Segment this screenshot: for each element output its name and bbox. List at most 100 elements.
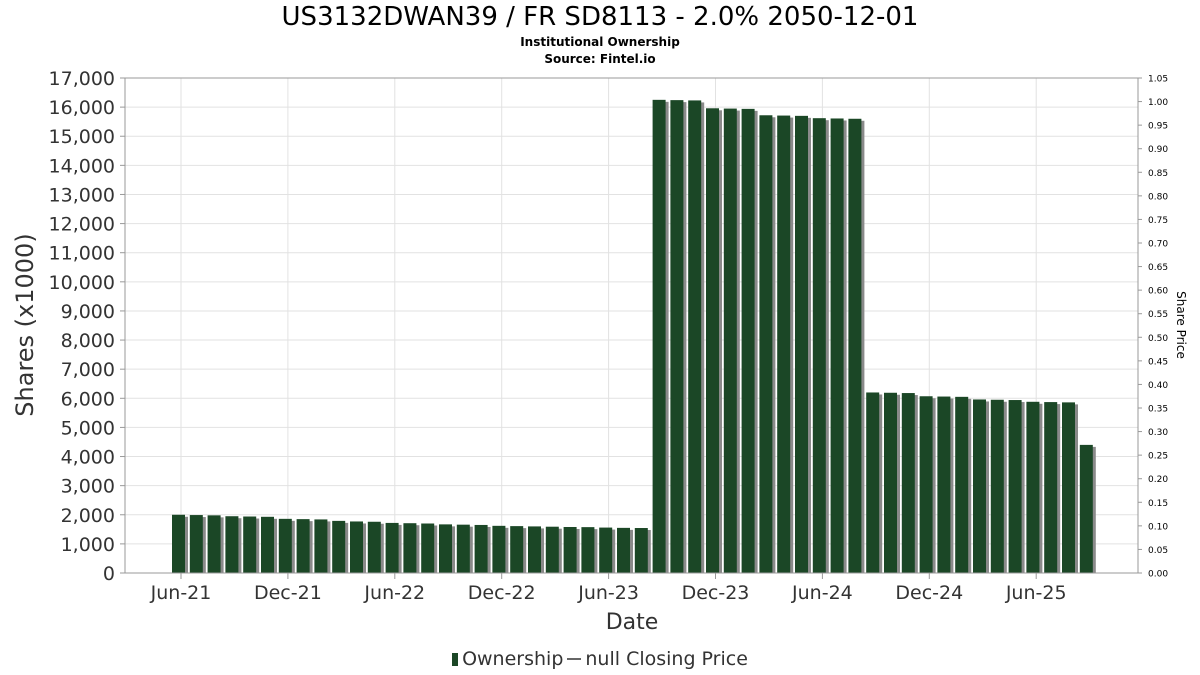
- y-tick-label: 9,000: [61, 301, 115, 323]
- y2-tick-label: 0.70: [1148, 240, 1168, 250]
- plot-frame: [124, 77, 1139, 574]
- y-tick-label: 12,000: [49, 214, 115, 236]
- ownership-bar[interactable]: [350, 521, 363, 573]
- ownership-bar[interactable]: [545, 526, 559, 573]
- y-tick-label: 16,000: [49, 97, 115, 119]
- ownership-bar[interactable]: [385, 522, 399, 573]
- y2-tick-label: 0.75: [1148, 216, 1168, 226]
- y2-tick-label: 0.95: [1148, 122, 1168, 132]
- x-tick-label: Jun-22: [363, 582, 425, 604]
- y-tick-label: 1,000: [61, 534, 115, 556]
- ownership-bar[interactable]: [243, 516, 257, 573]
- y2-tick-label: 0.10: [1148, 522, 1168, 532]
- ownership-bar[interactable]: [937, 396, 951, 573]
- ownership-bar[interactable]: [1026, 401, 1040, 573]
- ownership-bar[interactable]: [172, 514, 185, 573]
- ownership-bar[interactable]: [759, 115, 773, 573]
- y2-tick-label: 0.25: [1148, 452, 1168, 462]
- y-axis-label: Shares (x1000): [11, 233, 39, 416]
- ownership-bar[interactable]: [830, 118, 844, 574]
- ownership-bar[interactable]: [634, 528, 648, 573]
- ownership-bar[interactable]: [332, 520, 346, 573]
- y2-tick-label: 0.60: [1148, 287, 1168, 297]
- y2-tick-label: 1.05: [1148, 75, 1168, 85]
- y2-tick-label: 0.35: [1148, 405, 1168, 415]
- ownership-bar[interactable]: [723, 108, 737, 573]
- ownership-bar[interactable]: [189, 515, 203, 573]
- y2-tick-label: 0.90: [1148, 145, 1168, 155]
- y2-tick-label: 0.40: [1148, 381, 1168, 391]
- y-tick-label: 10,000: [49, 272, 115, 294]
- ownership-bar[interactable]: [617, 527, 630, 573]
- chart-source: Source: Fintel.io: [544, 52, 656, 66]
- bars: [172, 99, 1096, 574]
- ownership-bar[interactable]: [563, 526, 577, 573]
- y-tick-label: 7,000: [61, 359, 115, 381]
- ownership-bar[interactable]: [367, 521, 381, 573]
- ownership-bar[interactable]: [706, 108, 719, 574]
- ownership-bar[interactable]: [973, 399, 986, 573]
- ownership-bar[interactable]: [741, 108, 755, 573]
- legend: Ownership null Closing Price: [0, 648, 1200, 670]
- y-tick-label: 0: [103, 563, 115, 585]
- ownership-bar[interactable]: [421, 523, 435, 574]
- x-tick-label: Dec-21: [254, 582, 322, 604]
- ownership-bar[interactable]: [278, 518, 292, 573]
- ownership-bar[interactable]: [848, 118, 862, 573]
- ownership-bar[interactable]: [1008, 400, 1022, 573]
- y2-tick-label: 0.55: [1148, 310, 1168, 320]
- y-tick-label: 3,000: [61, 476, 115, 498]
- ownership-bar[interactable]: [314, 519, 328, 573]
- y-tick-label: 11,000: [49, 243, 115, 265]
- ownership-bar[interactable]: [884, 392, 897, 573]
- y2-tick-label: 0.00: [1148, 570, 1168, 580]
- ownership-bar[interactable]: [510, 526, 524, 573]
- legend-ownership-swatch: [452, 653, 459, 666]
- ownership-bar[interactable]: [919, 396, 933, 573]
- ownership-bar[interactable]: [581, 527, 595, 573]
- y2-tick-label: 1.00: [1148, 98, 1168, 108]
- ownership-bar[interactable]: [670, 100, 684, 574]
- chart-title: US3132DWAN39 / FR SD8113 - 2.0% 2050-12-…: [281, 2, 919, 32]
- y-tick-label: 4,000: [61, 447, 115, 469]
- ownership-bar[interactable]: [296, 519, 310, 573]
- ownership-bar[interactable]: [688, 100, 702, 573]
- ownership-bar[interactable]: [1079, 444, 1093, 573]
- y2-tick-label: 0.65: [1148, 263, 1168, 273]
- ownership-bar[interactable]: [439, 524, 452, 573]
- ownership-bar[interactable]: [225, 516, 239, 573]
- ownership-bar[interactable]: [795, 115, 808, 574]
- ownership-bar[interactable]: [456, 524, 470, 573]
- ownership-bar[interactable]: [403, 523, 417, 573]
- y-tick-label: 14,000: [49, 155, 115, 177]
- y2-tick-label: 0.45: [1148, 357, 1168, 367]
- x-tick-label: Jun-25: [1005, 582, 1067, 604]
- ownership-bar[interactable]: [901, 393, 915, 573]
- ownership-bar[interactable]: [207, 515, 221, 573]
- ownership-bar[interactable]: [1044, 402, 1058, 573]
- chart-subtitle: Institutional Ownership: [520, 35, 680, 49]
- y-tick-label: 15,000: [49, 126, 115, 148]
- ownership-bar[interactable]: [474, 524, 488, 573]
- y-tick-label: 17,000: [49, 68, 115, 90]
- ownership-bar[interactable]: [492, 525, 506, 573]
- ownership-bar[interactable]: [777, 115, 791, 573]
- y-tick-label: 2,000: [61, 505, 115, 527]
- ownership-bar[interactable]: [955, 396, 969, 573]
- y2-tick-label: 0.85: [1148, 169, 1168, 179]
- y-tick-label: 5,000: [61, 417, 115, 439]
- y2-axis-label: Share Price: [1174, 291, 1188, 359]
- ownership-bar[interactable]: [866, 392, 880, 573]
- ownership-bar[interactable]: [990, 399, 1004, 573]
- legend-price-label[interactable]: null Closing Price: [585, 648, 748, 670]
- ownership-bar[interactable]: [528, 526, 541, 573]
- y-tick-label: 6,000: [61, 388, 115, 410]
- ownership-bar[interactable]: [261, 516, 274, 573]
- legend-price-line: [567, 658, 582, 660]
- ownership-bar[interactable]: [812, 118, 826, 574]
- ownership-bar[interactable]: [652, 99, 666, 574]
- ownership-bar[interactable]: [599, 527, 613, 573]
- y-tick-label: 13,000: [49, 184, 115, 206]
- legend-ownership-label[interactable]: Ownership: [462, 648, 564, 670]
- ownership-bar[interactable]: [1062, 402, 1075, 573]
